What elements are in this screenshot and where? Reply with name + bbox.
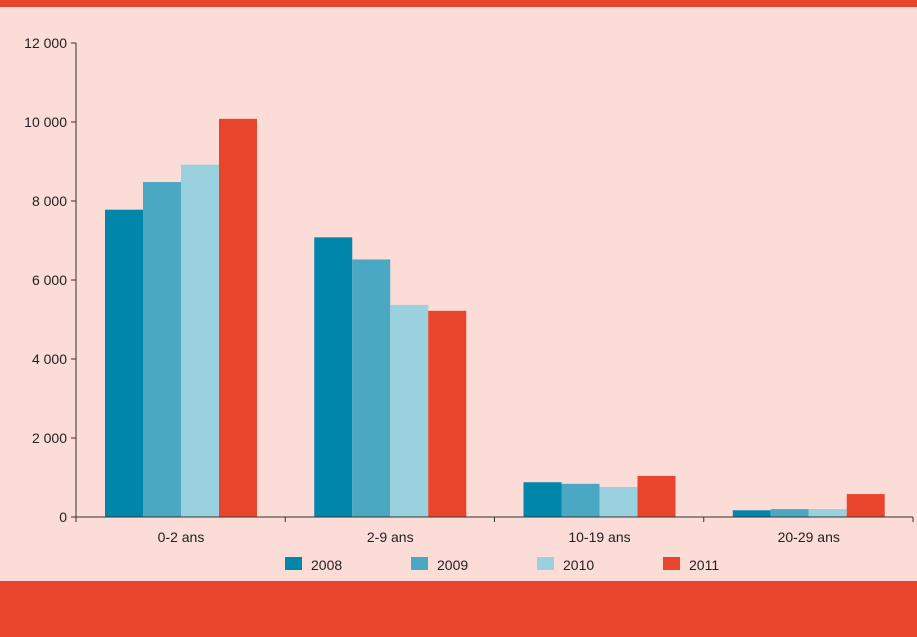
top-accent-bar [0,0,917,7]
x-category-label: 0-2 ans [158,529,205,545]
y-tick-label: 10 000 [24,114,67,130]
y-tick-label: 2 000 [32,430,67,446]
bar-2010-20-29-ans [808,509,847,517]
bar-2010-2-9-ans [390,304,429,517]
bar-2011-10-19-ans [637,475,676,517]
bar-2009-0-2-ans [143,182,181,518]
legend: 2008 2009 2010 2011 [285,557,719,573]
bar-2011-0-2-ans [219,118,257,517]
legend-swatch-2009 [411,557,428,570]
y-tick-label: 8 000 [32,193,67,209]
bar-2011-2-9-ans [428,310,467,517]
bar-chart: 0 2 000 4 000 6 000 8 000 10 000 12 000 0-2 an… [24,35,914,573]
bar-2009-10-19-ans [561,483,600,517]
bar-2010-10-19-ans [599,486,638,517]
legend-label-2008: 2008 [311,557,342,573]
bar-2009-20-29-ans [770,509,809,517]
bar-2011-20-29-ans [846,494,885,517]
bar-2008-10-19-ans [523,482,562,517]
bars [105,118,885,518]
y-tick-label: 4 000 [32,351,67,367]
bottom-accent-bar [0,581,917,637]
y-tick-label: 6 000 [32,272,67,288]
y-tick-label: 12 000 [24,35,67,51]
bar-2008-2-9-ans [314,237,353,517]
x-axis: 0-2 ans 2-9 ans 10-19 ans 20-29 ans [75,516,914,545]
legend-label-2009: 2009 [437,557,468,573]
x-category-label: 2-9 ans [367,529,414,545]
legend-swatch-2011 [663,557,680,570]
bar-2008-20-29-ans [732,510,771,517]
y-tick-label: 0 [59,509,67,525]
bar-2009-2-9-ans [352,259,391,517]
bar-2008-0-2-ans [105,209,143,517]
x-category-label: 10-19 ans [568,529,630,545]
y-axis: 0 2 000 4 000 6 000 8 000 10 000 12 000 [24,35,77,525]
legend-swatch-2008 [285,557,302,570]
legend-swatch-2010 [537,557,554,570]
legend-label-2011: 2011 [689,557,719,573]
x-category-label: 20-29 ans [778,529,840,545]
bar-2010-0-2-ans [181,164,219,517]
legend-label-2010: 2010 [563,557,594,573]
